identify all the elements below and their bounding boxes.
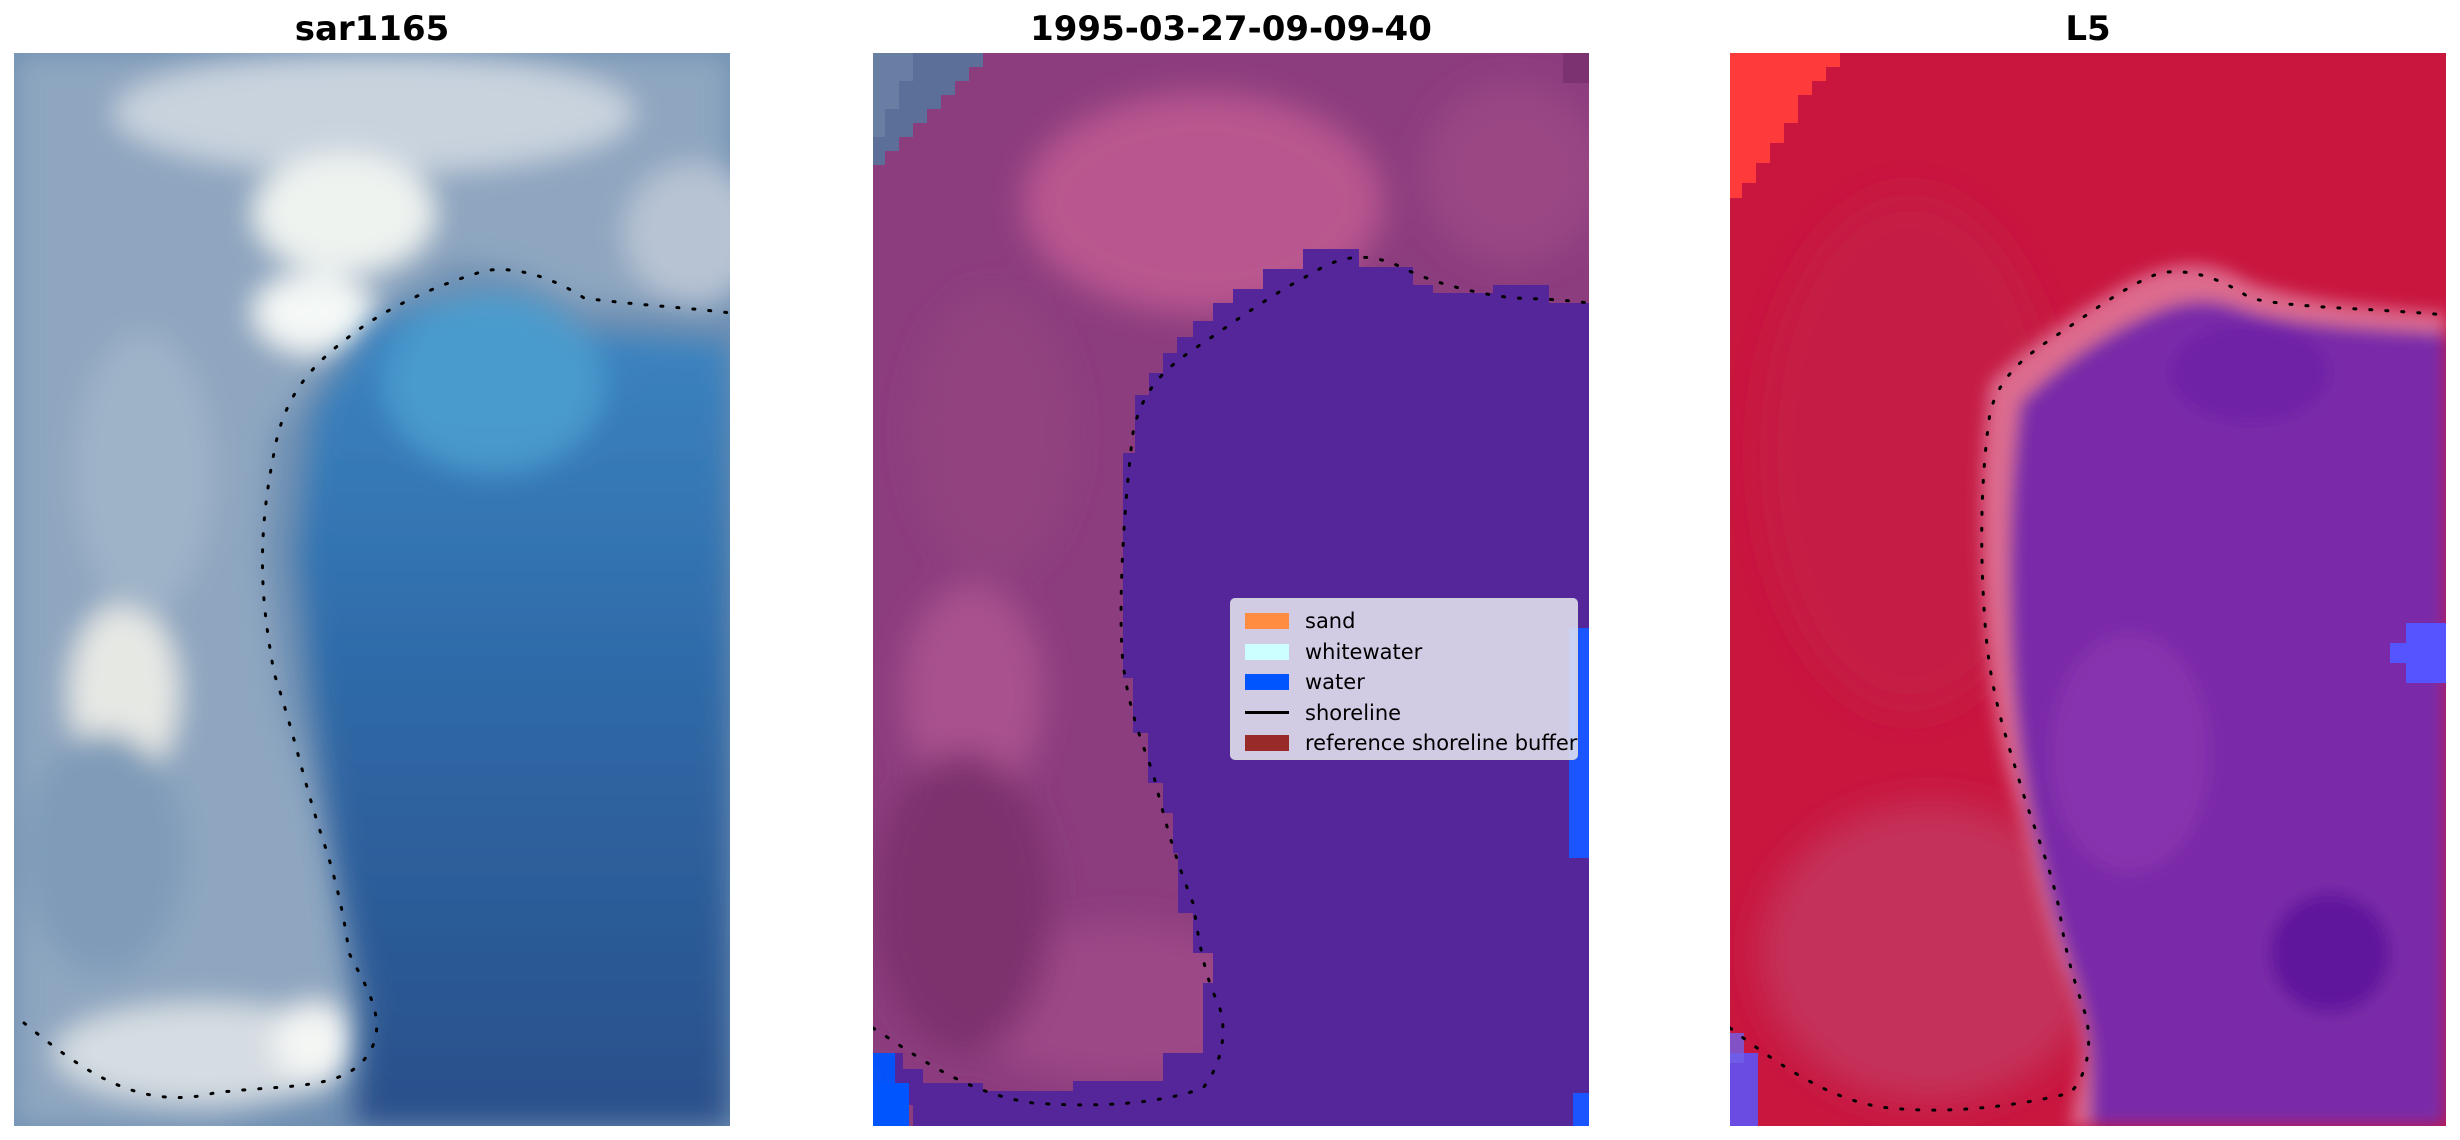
legend-label: water [1305,670,1365,695]
index-image [1730,53,2446,1126]
legend-label: shoreline [1305,700,1402,725]
legend-item-shoreline: shoreline [1239,698,1569,729]
legend-line-swatch [1245,711,1289,715]
rgb-satellite-image [14,53,730,1126]
legend-patch-swatch [1245,735,1289,752]
rgb-image-panel [14,53,730,1126]
legend-item-sand: sand [1239,606,1569,637]
panel-title-rgb: sar1165 [294,9,450,49]
legend-patch-swatch [1245,674,1289,691]
legend-item-water: water [1239,667,1569,698]
legend-patch-swatch [1245,643,1289,660]
legend-patch-swatch [1245,613,1289,630]
legend-item-whitewater: whitewater [1239,637,1569,668]
classified-image-panel [873,53,1589,1126]
panel-title-date: 1995-03-27-09-09-40 [1030,9,1432,49]
shoreline-dots [1730,270,2446,1112]
legend-label: reference shoreline buffer [1305,731,1578,756]
index-image-panel [1730,53,2446,1126]
legend-label: whitewater [1305,639,1423,664]
legend-item-reference-shoreline-buffer: reference shoreline buffer [1239,728,1577,759]
legend-label: sand [1305,609,1356,634]
panel-title-index: L5 [2065,9,2111,49]
legend: sand whitewater water shoreline reference sh… [1230,598,1578,760]
classified-image [873,53,1589,1126]
